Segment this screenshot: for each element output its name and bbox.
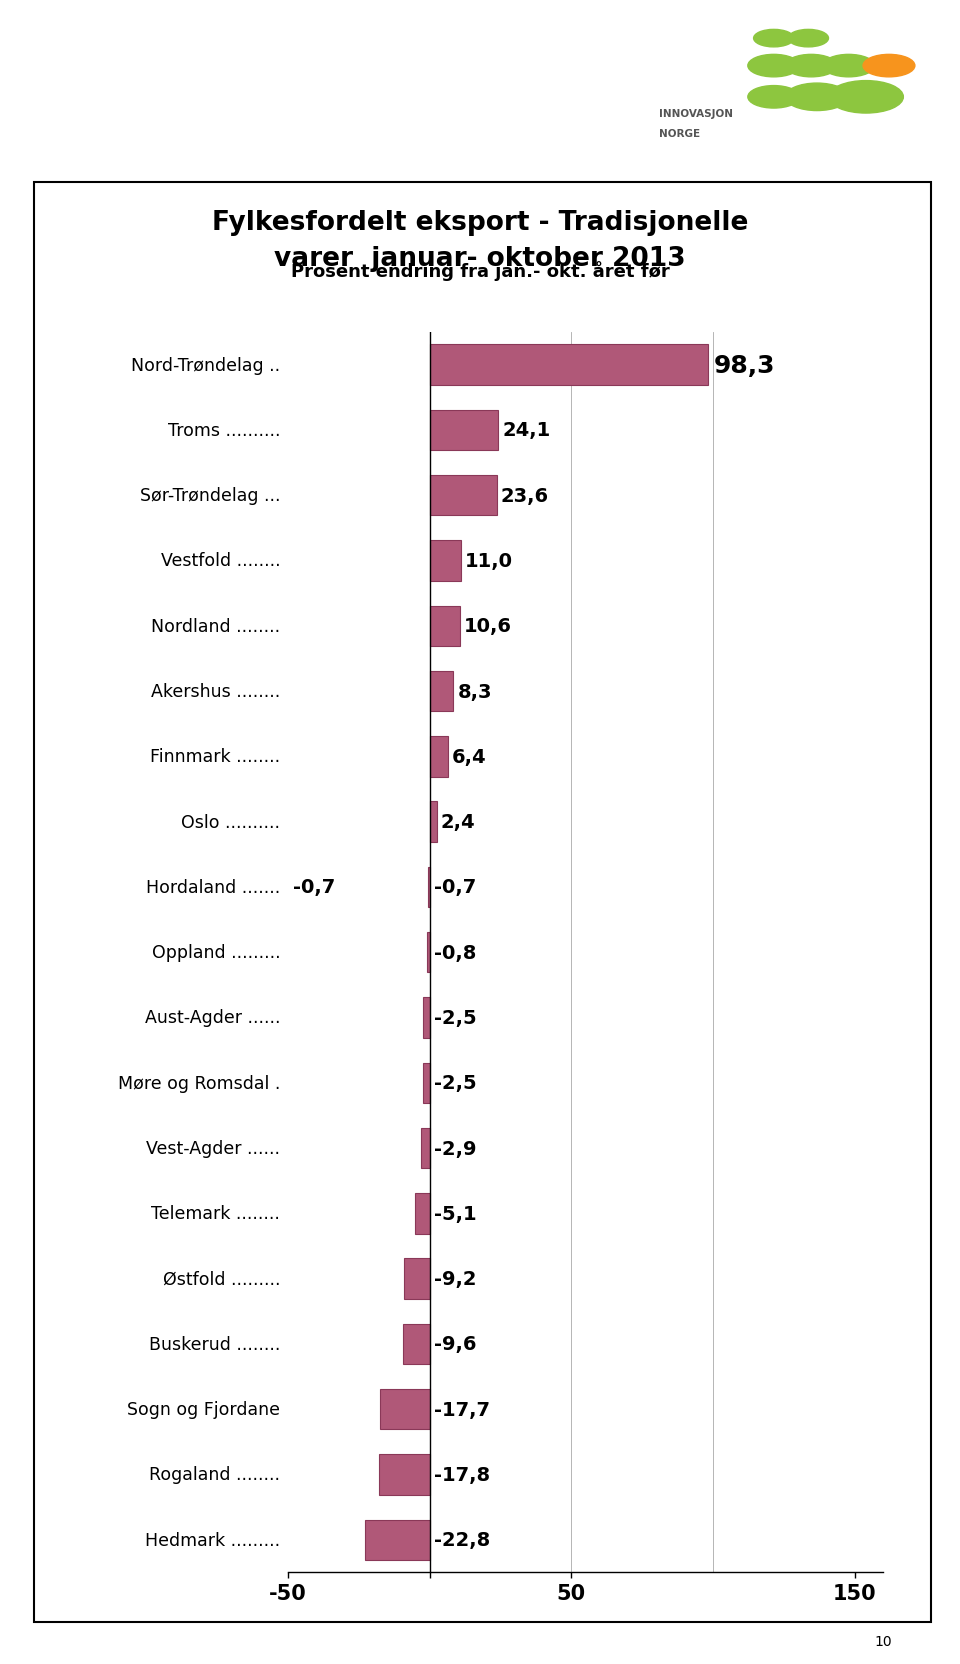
Text: Telemark ........: Telemark ........ bbox=[152, 1205, 280, 1223]
Text: Hedmark .........: Hedmark ......... bbox=[145, 1531, 280, 1549]
Text: Møre og Romsdal .: Møre og Romsdal . bbox=[118, 1075, 280, 1092]
Bar bbox=[430, 672, 453, 712]
Text: Troms ..........: Troms .......... bbox=[168, 421, 280, 439]
Text: Fylkesfordelt eksport - Tradisjonelle: Fylkesfordelt eksport - Tradisjonelle bbox=[212, 210, 748, 236]
Text: -9,6: -9,6 bbox=[434, 1335, 476, 1353]
Bar bbox=[403, 1258, 430, 1300]
Circle shape bbox=[748, 55, 800, 78]
Text: Prosent endring fra jan.- okt. året før: Prosent endring fra jan.- okt. året før bbox=[291, 261, 669, 281]
Bar bbox=[430, 606, 460, 647]
Text: -2,9: -2,9 bbox=[434, 1138, 476, 1158]
Text: -9,2: -9,2 bbox=[434, 1270, 476, 1288]
Bar bbox=[430, 737, 448, 777]
Circle shape bbox=[823, 55, 875, 78]
Text: -0,7: -0,7 bbox=[434, 879, 476, 897]
Text: -0,7: -0,7 bbox=[293, 879, 335, 897]
Text: -5,1: -5,1 bbox=[434, 1205, 476, 1223]
Text: Vestfold ........: Vestfold ........ bbox=[160, 552, 280, 571]
Text: -17,7: -17,7 bbox=[434, 1399, 490, 1419]
Bar bbox=[430, 541, 461, 581]
Text: -2,5: -2,5 bbox=[434, 1073, 476, 1093]
Text: INNOVASJON: INNOVASJON bbox=[659, 108, 732, 120]
Text: 23,6: 23,6 bbox=[501, 486, 549, 506]
Bar bbox=[402, 1325, 430, 1364]
Circle shape bbox=[748, 87, 800, 108]
Text: 10: 10 bbox=[875, 1634, 892, 1647]
Text: Hordaland .......: Hordaland ....... bbox=[146, 879, 280, 897]
Text: Vest-Agder ......: Vest-Agder ...... bbox=[146, 1140, 280, 1158]
Circle shape bbox=[788, 30, 828, 48]
Text: 10,6: 10,6 bbox=[464, 617, 512, 636]
Text: Akershus ........: Akershus ........ bbox=[151, 682, 280, 701]
Text: Nordland ........: Nordland ........ bbox=[152, 617, 280, 636]
Bar bbox=[416, 1193, 430, 1233]
Text: 2,4: 2,4 bbox=[441, 812, 475, 832]
Bar bbox=[365, 1519, 430, 1561]
Text: NORGE: NORGE bbox=[659, 128, 700, 140]
Text: 98,3: 98,3 bbox=[714, 353, 776, 378]
Bar bbox=[428, 867, 430, 907]
Circle shape bbox=[754, 30, 794, 48]
Bar bbox=[379, 1454, 430, 1494]
Text: -22,8: -22,8 bbox=[434, 1531, 491, 1549]
Text: Nord-Trøndelag ..: Nord-Trøndelag .. bbox=[132, 356, 280, 374]
Circle shape bbox=[863, 55, 915, 78]
Bar bbox=[430, 802, 437, 842]
Text: -17,8: -17,8 bbox=[434, 1464, 491, 1484]
Bar bbox=[379, 1389, 430, 1429]
Bar bbox=[422, 1063, 430, 1103]
Text: Aust-Agder ......: Aust-Agder ...... bbox=[145, 1008, 280, 1027]
Text: Buskerud ........: Buskerud ........ bbox=[149, 1335, 280, 1353]
Text: Rogaland ........: Rogaland ........ bbox=[150, 1466, 280, 1484]
Text: Oslo ..........: Oslo .......... bbox=[181, 814, 280, 830]
Bar bbox=[422, 998, 430, 1038]
Text: 24,1: 24,1 bbox=[502, 421, 550, 441]
Text: Østfold .........: Østfold ......... bbox=[163, 1270, 280, 1288]
Bar bbox=[430, 411, 498, 451]
Bar bbox=[34, 183, 931, 1622]
Text: 8,3: 8,3 bbox=[458, 682, 492, 701]
Bar bbox=[421, 1128, 430, 1168]
Text: 6,4: 6,4 bbox=[452, 747, 487, 767]
Circle shape bbox=[785, 83, 849, 111]
Text: -2,5: -2,5 bbox=[434, 1008, 476, 1027]
Text: -0,8: -0,8 bbox=[434, 943, 476, 962]
Bar bbox=[430, 344, 708, 386]
Text: Finnmark ........: Finnmark ........ bbox=[151, 747, 280, 765]
Circle shape bbox=[828, 82, 903, 113]
Bar bbox=[430, 476, 496, 516]
Text: Sogn og Fjordane: Sogn og Fjordane bbox=[128, 1401, 280, 1418]
Text: varer  januar- oktober 2013: varer januar- oktober 2013 bbox=[275, 246, 685, 273]
Text: 11,0: 11,0 bbox=[466, 552, 514, 571]
Text: Oppland .........: Oppland ......... bbox=[152, 943, 280, 962]
Bar bbox=[427, 932, 430, 973]
Text: Sør-Trøndelag ...: Sør-Trøndelag ... bbox=[140, 488, 280, 504]
Circle shape bbox=[785, 55, 837, 78]
